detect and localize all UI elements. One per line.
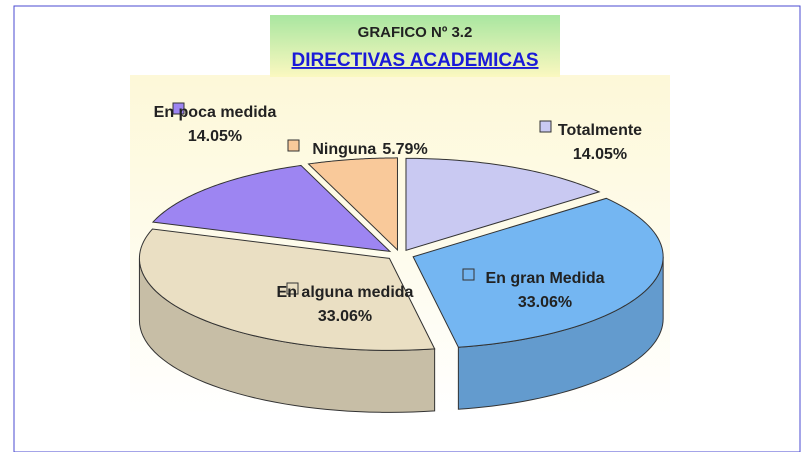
data-label: En gran Medida 33.06% [485,270,604,311]
legend-swatch [287,139,300,152]
slice [307,157,398,252]
category-label: En gran Medida [485,270,604,287]
pie [138,157,664,413]
category-label: En poca medida [154,104,277,121]
legend-swatch [172,102,185,115]
value-label: 14.05% [573,146,627,163]
data-label: Totalmente 14.05% [558,122,642,163]
data-label: En poca medida 14.05% [154,104,277,145]
legend-swatch [539,120,552,133]
legend-swatch [462,268,475,281]
data-label: En alguna medida 33.06% [277,284,414,325]
chart-title: GRAFICO Nº 3.2 [358,24,473,41]
value-label: 33.06% [518,294,572,311]
value-label: 33.06% [318,308,372,325]
legend-swatch [286,282,299,295]
category-label: En alguna medida [277,284,414,301]
labels: Totalmente 14.05%En gran Medida 33.06%En a… [154,102,642,325]
slice [405,157,601,252]
slice [151,164,392,253]
category-label: Ninguna [312,141,376,158]
value-label: 14.05% [188,128,242,145]
data-label: Ninguna 5.79% [312,141,427,158]
chart-subtitle: DIRECTIVAS ACADEMICAS [291,50,538,71]
value-label: 5.79% [382,141,427,158]
slice [412,197,664,348]
category-label: Totalmente [558,122,642,139]
title-box [270,15,560,77]
